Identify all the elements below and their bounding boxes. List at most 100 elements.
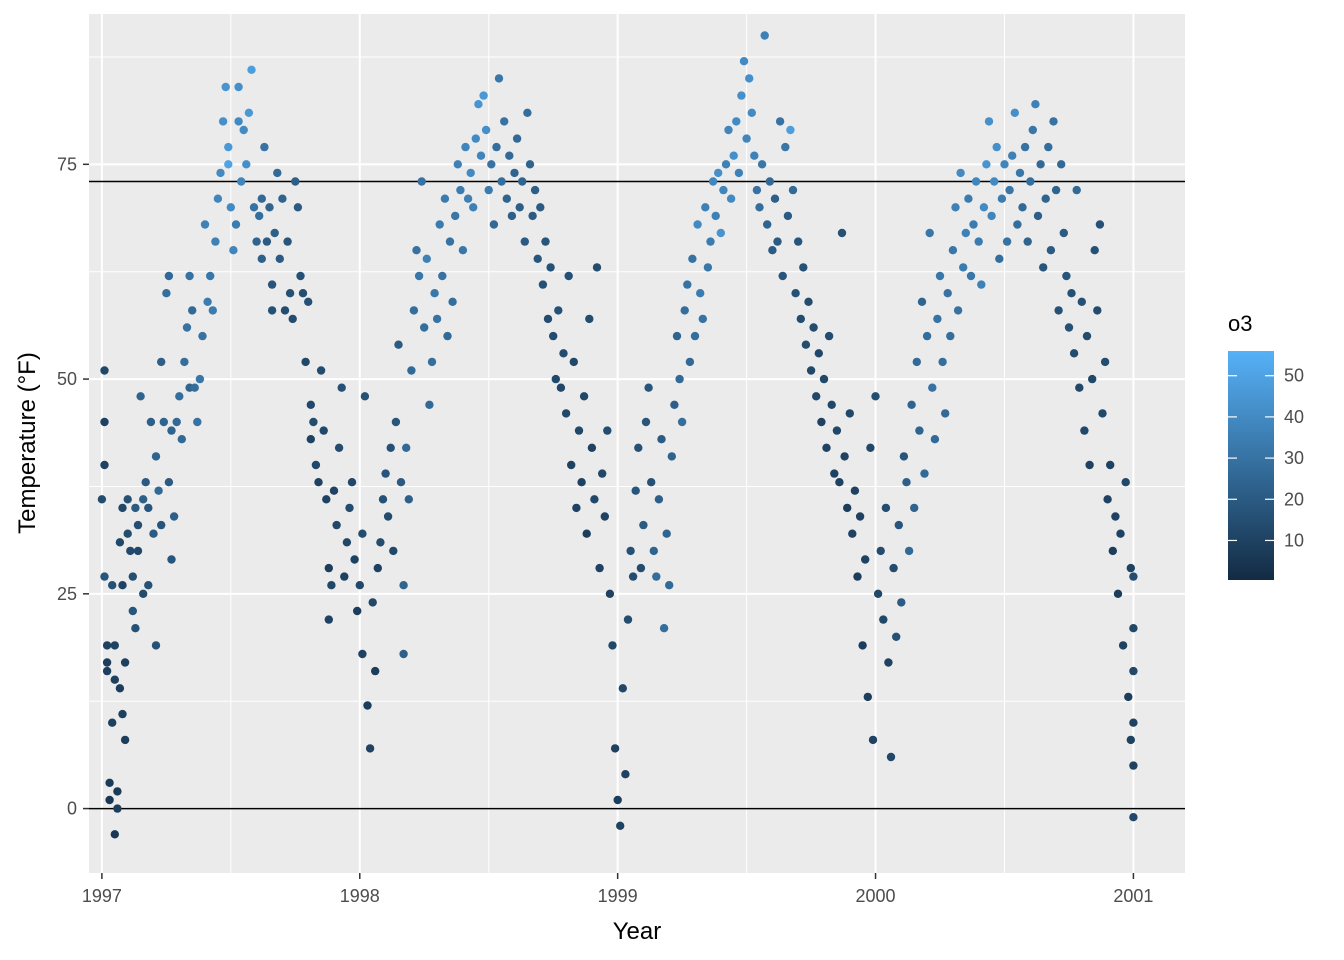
data-point bbox=[211, 237, 220, 246]
data-point bbox=[672, 331, 682, 341]
data-point bbox=[262, 237, 272, 246]
data-point bbox=[301, 357, 310, 367]
data-point bbox=[763, 220, 772, 229]
data-point bbox=[169, 512, 179, 521]
data-point bbox=[1057, 160, 1066, 169]
data-point bbox=[917, 297, 927, 306]
data-point bbox=[206, 271, 215, 281]
data-point bbox=[481, 125, 491, 135]
data-point bbox=[590, 495, 599, 504]
data-point bbox=[889, 563, 898, 573]
data-point bbox=[1036, 160, 1045, 169]
data-point bbox=[582, 529, 591, 538]
data-point bbox=[120, 658, 130, 667]
data-point bbox=[817, 417, 826, 427]
data-point bbox=[559, 349, 568, 358]
data-point bbox=[1126, 563, 1136, 573]
data-point bbox=[677, 417, 687, 427]
data-point bbox=[969, 220, 978, 229]
data-point bbox=[1020, 142, 1030, 152]
data-point bbox=[371, 666, 380, 676]
data-point bbox=[497, 177, 506, 186]
data-point bbox=[992, 142, 1001, 152]
data-point bbox=[500, 117, 509, 126]
data-point bbox=[1088, 374, 1097, 384]
data-point bbox=[935, 271, 945, 281]
data-point bbox=[876, 546, 885, 556]
data-point bbox=[1108, 546, 1118, 556]
data-point bbox=[1106, 460, 1115, 470]
data-point bbox=[773, 237, 782, 246]
data-point bbox=[546, 263, 555, 272]
data-point bbox=[252, 237, 261, 246]
data-point bbox=[683, 280, 692, 289]
data-point bbox=[479, 91, 488, 100]
data-point bbox=[100, 572, 109, 581]
data-point bbox=[549, 331, 558, 341]
data-point bbox=[752, 185, 762, 195]
data-point bbox=[577, 478, 586, 487]
data-point bbox=[706, 237, 715, 246]
data-point bbox=[726, 194, 736, 203]
data-point bbox=[469, 203, 478, 212]
data-point bbox=[850, 486, 860, 495]
legend-tick-label: 50 bbox=[1284, 366, 1304, 386]
data-point bbox=[708, 177, 718, 186]
data-point bbox=[894, 520, 903, 530]
legend-ticks: 10 20 30 40 50 bbox=[1228, 366, 1304, 550]
data-point bbox=[105, 778, 114, 787]
data-point bbox=[613, 795, 622, 805]
data-point bbox=[1121, 478, 1130, 487]
data-point bbox=[445, 237, 455, 246]
data-point bbox=[765, 177, 774, 186]
data-point bbox=[234, 117, 243, 126]
data-point bbox=[714, 168, 723, 178]
data-point bbox=[157, 357, 166, 367]
data-point bbox=[693, 220, 702, 229]
data-point bbox=[938, 357, 947, 367]
data-point bbox=[804, 297, 813, 306]
data-point bbox=[1018, 203, 1027, 212]
data-point bbox=[476, 151, 486, 160]
data-point bbox=[409, 306, 419, 315]
data-point bbox=[226, 203, 235, 212]
data-point bbox=[806, 366, 816, 375]
data-point bbox=[221, 82, 230, 92]
data-point bbox=[812, 392, 821, 401]
data-point bbox=[1095, 220, 1105, 229]
data-point bbox=[1116, 529, 1125, 538]
data-point bbox=[623, 615, 633, 624]
data-point bbox=[868, 735, 878, 745]
data-point bbox=[435, 220, 444, 229]
data-point bbox=[118, 709, 127, 719]
data-point bbox=[180, 357, 189, 367]
data-point bbox=[146, 417, 156, 427]
data-point bbox=[899, 452, 909, 461]
data-point bbox=[747, 108, 756, 118]
data-point bbox=[164, 478, 174, 487]
data-point bbox=[520, 237, 529, 246]
data-point bbox=[1028, 125, 1038, 135]
data-point bbox=[561, 409, 571, 418]
data-point bbox=[133, 520, 143, 530]
data-point bbox=[177, 435, 186, 444]
data-point bbox=[858, 641, 867, 650]
data-point bbox=[203, 297, 212, 306]
data-point bbox=[1129, 761, 1138, 770]
data-point bbox=[458, 246, 468, 255]
data-point bbox=[216, 168, 225, 178]
data-point bbox=[525, 160, 535, 169]
data-point bbox=[512, 134, 522, 143]
data-point bbox=[342, 538, 352, 547]
data-point bbox=[1026, 177, 1035, 186]
data-point bbox=[213, 194, 223, 203]
data-point bbox=[306, 435, 315, 444]
legend-colorbar bbox=[1228, 351, 1274, 580]
data-point bbox=[376, 538, 385, 547]
y-axis: 0 25 50 75 bbox=[57, 154, 89, 819]
data-point bbox=[306, 400, 315, 409]
data-point bbox=[283, 237, 292, 246]
x-tick-label: 1997 bbox=[82, 886, 122, 906]
data-point bbox=[453, 160, 462, 169]
data-point bbox=[649, 546, 658, 556]
